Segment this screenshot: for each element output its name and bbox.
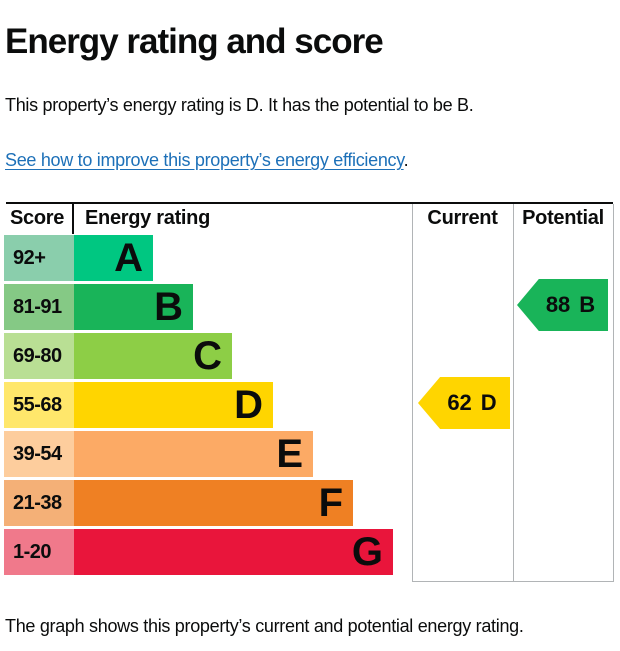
rating-row-b: 81-91 B <box>0 284 620 330</box>
link-suffix: . <box>403 150 409 170</box>
score-range-b: 81-91 <box>4 284 74 330</box>
band-b: B <box>74 284 193 330</box>
column-header-energy-rating: Energy rating <box>85 207 211 229</box>
rating-row-e: 39-54 E <box>0 431 620 477</box>
current-rating-value: 62 <box>447 390 472 415</box>
band-letter-f: F <box>318 481 343 525</box>
chart-right-border <box>613 204 614 582</box>
column-header-score: Score <box>10 207 65 229</box>
potential-rating-arrow: 88 B <box>517 279 608 331</box>
current-rating-letter: D <box>480 390 497 415</box>
score-range-c: 69-80 <box>4 333 74 379</box>
page-title: Energy rating and score <box>5 22 384 61</box>
potential-column-divider <box>513 204 514 582</box>
current-rating-arrow: 62 D <box>418 377 510 429</box>
rating-row-f: 21-38 F <box>0 480 620 526</box>
band-e: E <box>74 431 313 477</box>
band-f: F <box>74 480 353 526</box>
band-letter-b: B <box>154 285 183 329</box>
rating-summary-text: This property’s energy rating is D. It h… <box>5 95 474 115</box>
band-letter-d: D <box>234 383 263 427</box>
column-header-current: Current <box>427 207 498 229</box>
chart-caption: The graph shows this property’s current … <box>5 616 524 636</box>
chart-top-border <box>6 202 613 204</box>
rating-row-a: 92+ A <box>0 235 620 281</box>
band-letter-a: A <box>114 236 143 280</box>
energy-rating-chart: Score Energy rating Current Potential 92… <box>0 202 620 582</box>
rating-row-d: 55-68 D <box>0 382 620 428</box>
improve-link-line: See how to improve this property’s energ… <box>5 150 409 171</box>
score-range-a: 92+ <box>4 235 74 281</box>
rating-bands: 92+ A 81-91 B 69-80 C 55-68 D 39-54 E 21… <box>0 235 620 578</box>
band-g: G <box>74 529 393 575</box>
band-letter-c: C <box>193 334 222 378</box>
band-c: C <box>74 333 232 379</box>
score-range-g: 1-20 <box>4 529 74 575</box>
rating-row-g: 1-20 G <box>0 529 620 575</box>
potential-rating-value: 88 <box>545 292 571 317</box>
improve-efficiency-link[interactable]: See how to improve this property’s energ… <box>5 150 404 170</box>
band-letter-g: G <box>351 530 383 574</box>
column-header-potential: Potential <box>522 207 604 229</box>
rating-row-c: 69-80 C <box>0 333 620 379</box>
band-a: A <box>74 235 153 281</box>
band-d: D <box>74 382 273 428</box>
chart-bottom-border <box>412 581 614 582</box>
current-column-divider <box>412 204 413 582</box>
potential-rating-letter: B <box>579 292 596 317</box>
score-column-divider <box>72 204 74 234</box>
score-range-f: 21-38 <box>4 480 74 526</box>
band-letter-e: E <box>276 432 303 476</box>
score-range-d: 55-68 <box>4 382 74 428</box>
score-range-e: 39-54 <box>4 431 74 477</box>
